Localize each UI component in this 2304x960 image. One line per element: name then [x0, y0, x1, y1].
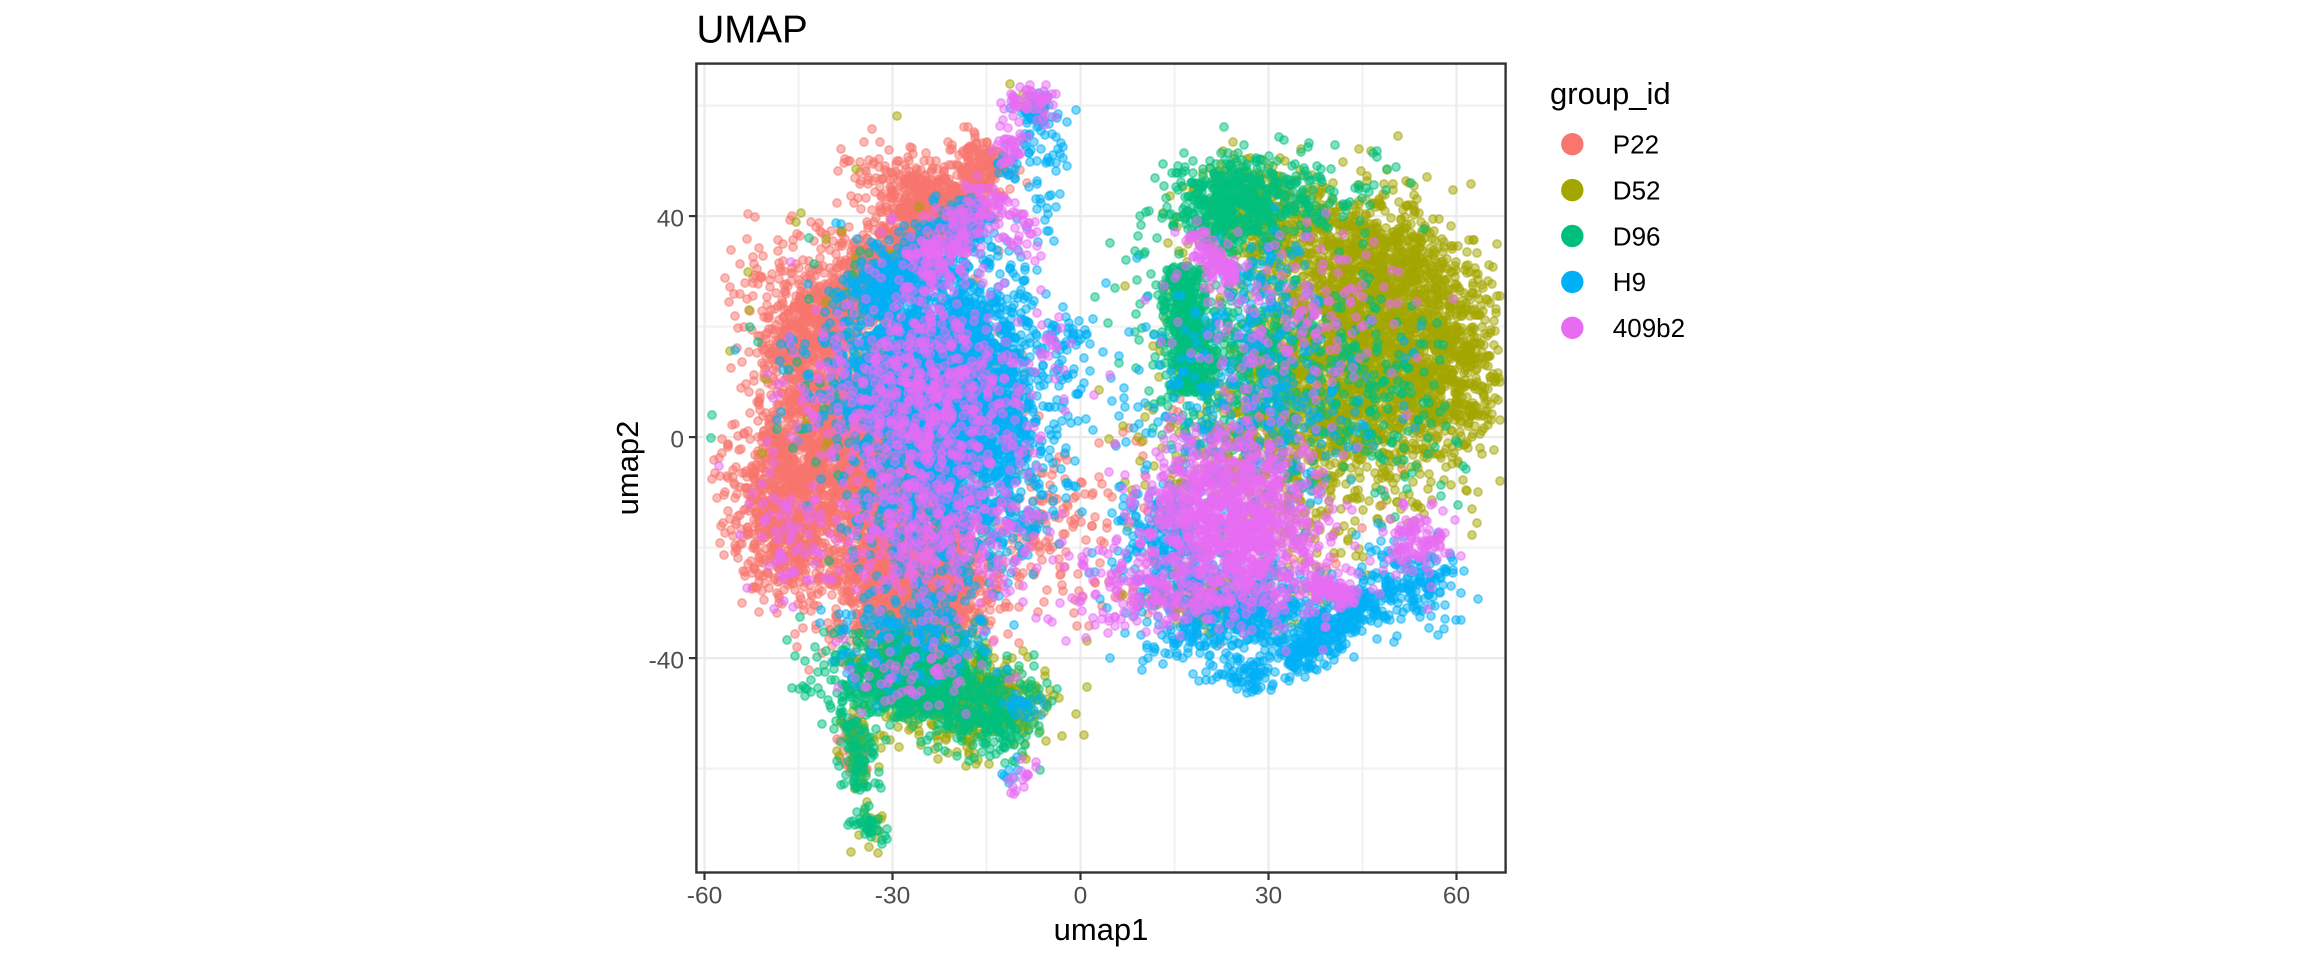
svg-text:-30: -30	[875, 883, 910, 910]
svg-text:40: 40	[657, 205, 684, 232]
svg-text:-40: -40	[649, 647, 684, 674]
svg-text:-60: -60	[687, 883, 722, 910]
svg-text:D96: D96	[1613, 221, 1661, 251]
svg-text:group_id: group_id	[1550, 76, 1671, 111]
svg-text:60: 60	[1443, 883, 1470, 910]
svg-text:0: 0	[670, 426, 684, 453]
svg-text:UMAP: UMAP	[697, 9, 808, 52]
svg-text:30: 30	[1255, 883, 1282, 910]
svg-text:umap2: umap2	[610, 421, 645, 516]
svg-text:umap1: umap1	[1054, 912, 1149, 947]
svg-text:P22: P22	[1613, 130, 1659, 160]
svg-text:0: 0	[1074, 883, 1088, 910]
svg-text:H9: H9	[1613, 267, 1646, 297]
svg-text:409b2: 409b2	[1613, 313, 1685, 343]
svg-text:D52: D52	[1613, 175, 1661, 205]
